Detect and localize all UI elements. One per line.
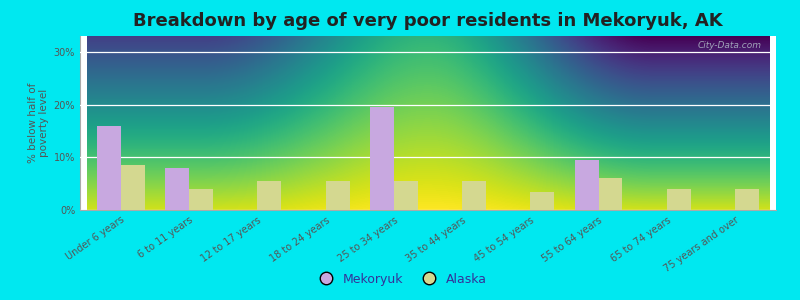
Bar — [121, 165, 145, 210]
Bar — [530, 191, 554, 210]
Title: Breakdown by age of very poor residents in Mekoryuk, AK: Breakdown by age of very poor residents … — [133, 12, 723, 30]
Bar — [574, 160, 598, 210]
Bar — [667, 189, 690, 210]
Legend: Mekoryuk, Alaska: Mekoryuk, Alaska — [308, 268, 492, 291]
Text: City-Data.com: City-Data.com — [698, 41, 762, 50]
Bar — [394, 181, 418, 210]
Bar — [166, 168, 189, 210]
Bar — [598, 178, 622, 210]
Bar — [189, 189, 213, 210]
Bar — [258, 181, 282, 210]
Bar — [97, 126, 121, 210]
Bar — [370, 107, 394, 210]
Bar — [462, 181, 486, 210]
Bar — [326, 181, 350, 210]
Bar — [735, 189, 759, 210]
Y-axis label: % below half of
poverty level: % below half of poverty level — [28, 83, 50, 163]
